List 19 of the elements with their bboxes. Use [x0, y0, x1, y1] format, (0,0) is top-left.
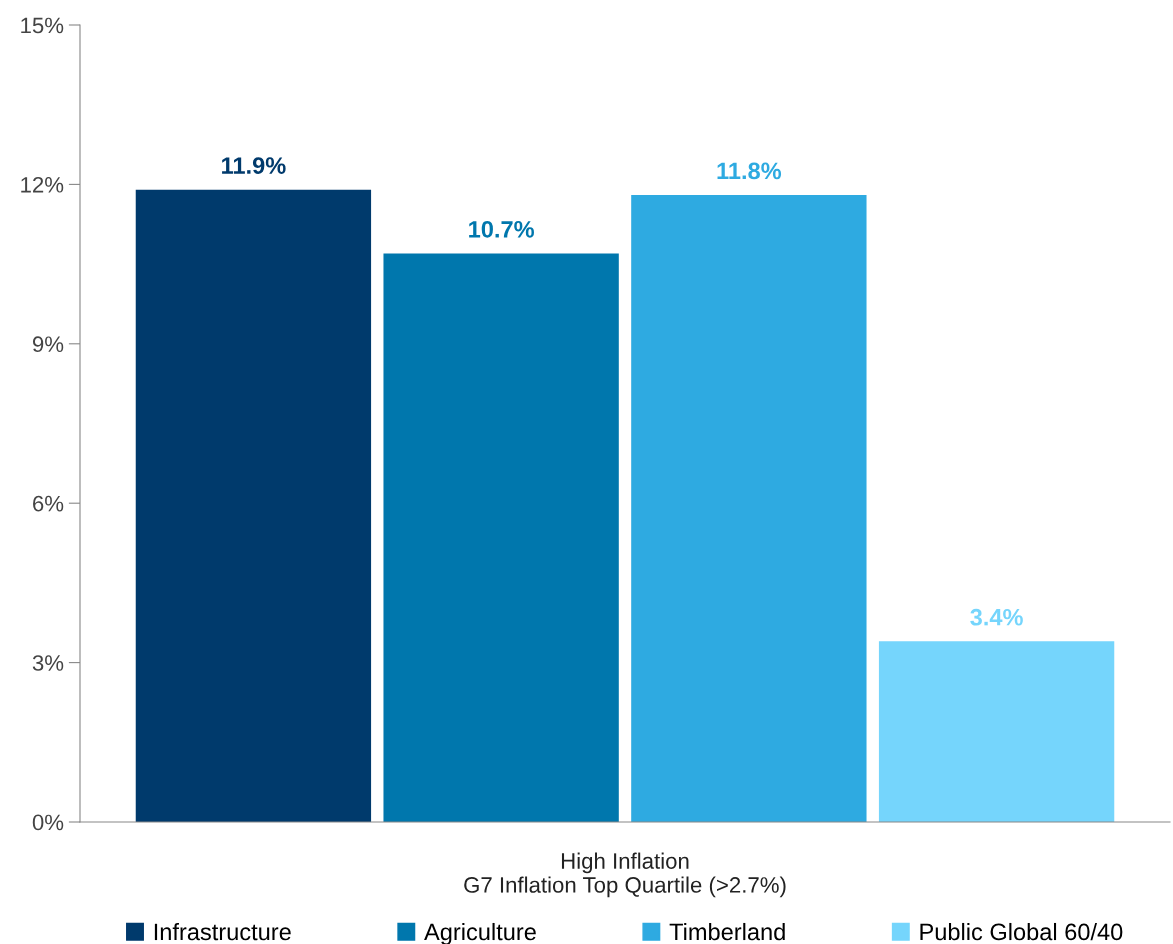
data-label: 11.8%: [717, 162, 782, 180]
bar: [631, 195, 867, 822]
legend-label: Agriculture: [424, 922, 536, 944]
y-tick-label: 6%: [33, 495, 64, 512]
bar: [383, 253, 619, 822]
bar: [135, 189, 372, 822]
y-tick-label: 15%: [21, 17, 64, 34]
legend-label: Public Global 60/40: [920, 922, 1123, 941]
legend-label: Infrastructure: [154, 922, 291, 941]
data-label: 11.9%: [222, 157, 286, 174]
y-tick-label: 3%: [32, 655, 64, 671]
data-label: 10.7%: [469, 220, 534, 238]
data-label: 3.4%: [970, 608, 1023, 626]
y-tick-label: 12%: [21, 176, 64, 193]
y-tick-label: 0%: [32, 814, 64, 831]
y-tick-label: 9%: [32, 336, 64, 353]
bar: [878, 641, 1115, 822]
x-tick-label: High Inflation G7 Inflation Top Quartile (>2.7%): [464, 852, 786, 898]
legend-label: Timberland: [669, 922, 785, 941]
